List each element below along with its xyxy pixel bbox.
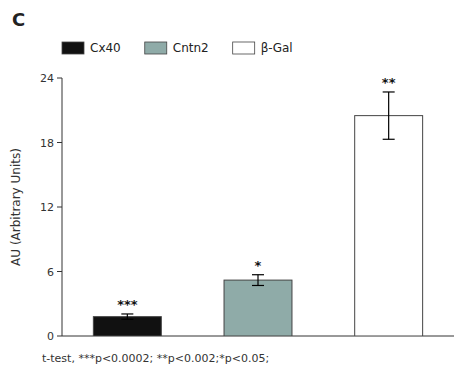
legend: Cx40 Cntn2 β-Gal xyxy=(62,41,293,55)
error-cap xyxy=(121,319,133,320)
y-tick-label: 18 xyxy=(40,137,54,150)
legend-swatch xyxy=(62,42,84,54)
y-tick-label: 12 xyxy=(40,201,54,214)
error-cap xyxy=(252,285,264,286)
error-cap xyxy=(383,139,395,140)
y-axis: 0 6 12 18 24 xyxy=(40,72,454,343)
y-axis-label: AU (Arbitrary Units) xyxy=(9,148,23,266)
significance-label: *** xyxy=(117,297,138,312)
y-tick-label: 6 xyxy=(47,266,54,279)
bars xyxy=(93,92,422,336)
error-line xyxy=(257,275,258,286)
legend-label: β-Gal xyxy=(261,41,293,55)
bar xyxy=(224,280,292,336)
error-line xyxy=(388,92,389,139)
y-tick xyxy=(57,142,62,143)
error-cap xyxy=(121,313,133,314)
error-line xyxy=(127,314,128,319)
chart: C Cx40 Cntn2 β-Gal 0 6 12 18 24 AU (Arbitrary Uni… xyxy=(0,0,474,386)
error-bar xyxy=(121,314,133,319)
y-tick xyxy=(57,78,62,79)
bar xyxy=(93,317,161,336)
y-tick-label: 24 xyxy=(40,72,54,85)
y-tick xyxy=(57,207,62,208)
legend-label: Cntn2 xyxy=(173,41,209,55)
significance-label: * xyxy=(255,258,262,273)
error-bar xyxy=(252,275,264,286)
note: t-test, ***p<0.0002; **p<0.002;*p<0.05; xyxy=(42,352,269,365)
y-tick xyxy=(57,336,62,337)
bar xyxy=(355,116,423,336)
y-tick xyxy=(57,271,62,272)
y-tick-label: 0 xyxy=(47,330,54,343)
legend-label: Cx40 xyxy=(90,41,121,55)
legend-swatch xyxy=(145,42,167,54)
legend-swatch xyxy=(233,42,255,54)
title: C xyxy=(12,9,25,30)
error-bar xyxy=(383,92,395,139)
error-cap xyxy=(252,274,264,275)
significance-label: ** xyxy=(382,75,396,90)
error-cap xyxy=(383,91,395,92)
